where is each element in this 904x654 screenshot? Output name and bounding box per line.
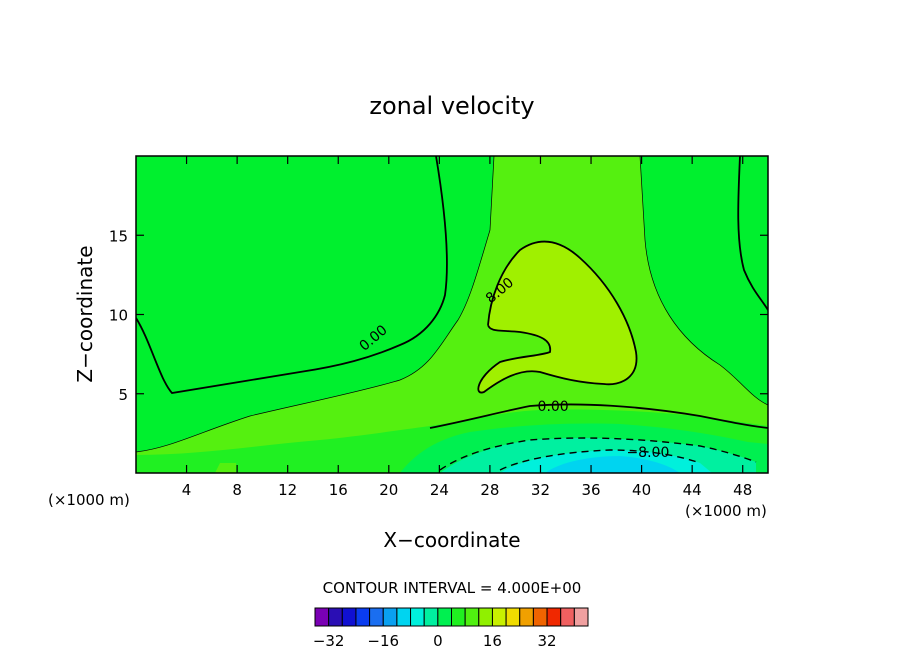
colorbar-tick-label-0: −32: [313, 632, 345, 650]
x-tick-label-3: 16: [329, 481, 348, 499]
x-unit-label-left: (×1000 m): [48, 491, 130, 509]
y-axis-ticks: 5 10 15: [109, 227, 768, 404]
colorbar-tick-label-3: 16: [483, 632, 502, 650]
colorbar: [314, 607, 589, 627]
colorbar-swatch-11: [464, 607, 480, 627]
colorbar-swatch-7: [410, 607, 425, 627]
left-boundary-patch: [215, 463, 236, 473]
colorbar-swatch-4: [369, 607, 384, 627]
x-tick-label-8: 36: [581, 481, 600, 499]
colorbar-swatch-12: [478, 607, 493, 627]
colorbar-swatch-8: [423, 607, 439, 627]
x-tick-label-1: 8: [232, 481, 242, 499]
contour-line-0-lower: [429, 403, 768, 429]
x-tick-label-0: 4: [182, 481, 192, 499]
y-tick-label-2: 15: [109, 227, 128, 245]
colorbar-swatch-6: [396, 607, 412, 627]
x-axis-ticks: 4 8 12 16 20 24 28 32 36 40 44 48: [182, 156, 752, 499]
colorbar-swatch-3: [355, 607, 371, 627]
colorbar-swatch-0: [314, 607, 330, 627]
contour-line-0-right: [737, 156, 768, 311]
x-tick-label-2: 12: [278, 481, 297, 499]
colorbar-swatch-9: [437, 607, 453, 627]
colorbar-tick-label-1: −16: [367, 632, 399, 650]
x-axis-label: X−coordinate: [383, 528, 520, 552]
contour-line-8: [477, 240, 638, 394]
contour-line-4-thin-right: [639, 156, 768, 406]
y-tick-label-0: 5: [118, 386, 128, 404]
x-tick-label-7: 32: [531, 481, 550, 499]
x-tick-label-6: 28: [480, 481, 499, 499]
colorbar-tick-label-4: 32: [538, 632, 557, 650]
colorbar-swatch-18: [560, 607, 575, 627]
colorbar-swatch-15: [519, 607, 534, 627]
region-negative-12: [545, 456, 680, 473]
x-tick-label-5: 24: [430, 481, 449, 499]
contour-line-neg8: [499, 449, 701, 471]
colorbar-swatch-2: [341, 607, 357, 627]
contour-line-4-thin: [136, 156, 495, 453]
x-unit-label-right: (×1000 m): [685, 502, 767, 520]
colorbar-swatch-16: [532, 607, 548, 627]
colorbar-swatch-17: [546, 607, 562, 627]
y-axis-label: Z−coordinate: [73, 245, 97, 382]
colorbar-swatch-13: [491, 607, 507, 627]
region-8-to-12: [478, 241, 637, 393]
x-tick-label-11: 48: [733, 481, 752, 499]
colorbar-tick-label-2: 0: [433, 632, 443, 650]
contour-interval-text: CONTOUR INTERVAL = 4.000E+00: [323, 579, 582, 597]
contour-field: [136, 156, 768, 473]
colorbar-tick-labels: −32 −16 0 16 32: [313, 632, 557, 650]
x-tick-label-10: 44: [683, 481, 702, 499]
colorbar-swatch-5: [382, 607, 398, 627]
x-tick-label-9: 40: [632, 481, 651, 499]
contour-label-2: 0.00: [538, 399, 569, 415]
colorbar-swatch-19: [573, 607, 589, 627]
colorbar-swatch-14: [505, 607, 521, 627]
colorbar-swatch-1: [328, 607, 343, 627]
y-tick-label-1: 10: [109, 307, 128, 325]
colorbar-swatch-10: [451, 607, 466, 627]
chart-title: zonal velocity: [369, 92, 534, 120]
contour-line-0-left: [136, 156, 448, 394]
contour-label-3: −8.00: [626, 445, 669, 461]
x-tick-label-4: 20: [379, 481, 398, 499]
region-4-to-8-band: [136, 156, 768, 473]
